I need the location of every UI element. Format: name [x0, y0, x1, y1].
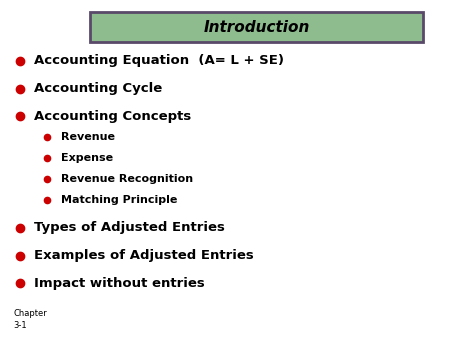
- Text: Matching Principle: Matching Principle: [61, 195, 177, 205]
- Text: Revenue Recognition: Revenue Recognition: [61, 174, 193, 184]
- Text: Accounting Cycle: Accounting Cycle: [34, 82, 162, 95]
- Text: Types of Adjusted Entries: Types of Adjusted Entries: [34, 221, 225, 234]
- FancyBboxPatch shape: [90, 12, 423, 42]
- Text: Impact without entries: Impact without entries: [34, 277, 204, 290]
- Text: Introduction: Introduction: [203, 20, 310, 34]
- Text: Accounting Concepts: Accounting Concepts: [34, 110, 191, 123]
- Text: Revenue: Revenue: [61, 132, 115, 142]
- Text: Accounting Equation  (A= L + SE): Accounting Equation (A= L + SE): [34, 54, 284, 67]
- Text: Examples of Adjusted Entries: Examples of Adjusted Entries: [34, 249, 253, 262]
- Text: Expense: Expense: [61, 153, 113, 163]
- Text: Chapter
3-1: Chapter 3-1: [14, 309, 47, 330]
